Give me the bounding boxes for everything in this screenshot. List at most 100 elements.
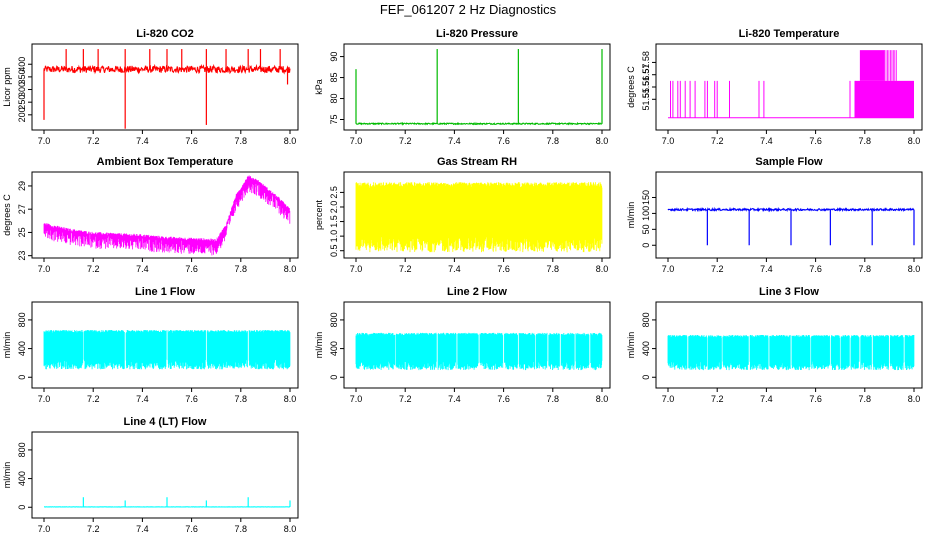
y-tick-label: 250 [17, 95, 27, 110]
plot-frame [31, 43, 299, 131]
panel-title: Line 4 (LT) Flow [124, 416, 207, 428]
mid-band [854, 80, 914, 118]
x-tick-label: 7.2 [711, 264, 724, 274]
x-tick-label: 7.8 [859, 264, 872, 274]
panel-title: Line 2 Flow [447, 286, 507, 298]
x-tick-label: 7.8 [859, 136, 872, 146]
chart-panel-8: Line 2 Flow ml/min 7.0 7.2 7.4 7.6 7.8 8.0 0 400 8… [314, 286, 611, 404]
chart-panel-9: Line 3 Flow ml/min 7.0 7.2 7.4 7.6 7.8 8.0 0 400 8… [626, 286, 923, 404]
x-tick-label: 7.6 [497, 264, 510, 274]
panel-title: Gas Stream RH [437, 156, 517, 168]
x-tick-label: 8.0 [908, 394, 921, 404]
plot-frame [343, 43, 611, 131]
y-tick-label: 100 [641, 206, 651, 221]
x-tick-label: 7.6 [497, 394, 510, 404]
y-tick-label: 75 [329, 115, 339, 125]
plot-frame [655, 301, 923, 389]
x-tick-label: 7.0 [662, 394, 675, 404]
plot-frame [655, 171, 923, 259]
y-axis-label: percent [314, 199, 324, 230]
chart-panel-1: Li-820 CO2 Licor ppm 7.0 7.2 7.4 7.6 7.8 8.0 200… [2, 28, 299, 146]
x-tick-label: 8.0 [284, 524, 297, 534]
y-tick-label: 50 [641, 224, 651, 234]
plot-frame [31, 431, 299, 519]
y-axis-label: ml/min [314, 332, 324, 359]
y-tick-label: 0.5 [329, 244, 339, 257]
figure-title: FEF_061207 2 Hz Diagnostics [379, 2, 557, 17]
series-line [43, 49, 291, 129]
y-tick-label: 27 [17, 204, 27, 214]
x-tick-label: 8.0 [596, 394, 609, 404]
x-tick-label: 7.2 [87, 136, 100, 146]
y-tick-label: 0 [17, 505, 27, 510]
series-line [43, 330, 291, 370]
y-tick-label: 51.57 [641, 63, 651, 86]
chart-panel-5: Gas Stream RH percent 7.0 7.2 7.4 7.6 7.8 8.0 0.… [314, 156, 611, 274]
y-tick-label: 0 [641, 243, 651, 248]
x-tick-label: 7.0 [38, 524, 51, 534]
y-axis-label: kPa [314, 79, 324, 95]
y-tick-label: 350 [17, 69, 27, 84]
x-tick-label: 7.6 [497, 136, 510, 146]
x-tick-label: 7.6 [809, 136, 822, 146]
y-tick-label: 1.0 [329, 230, 339, 243]
x-tick-label: 7.2 [711, 394, 724, 404]
chart-panel-10: Line 4 (LT) Flow ml/min 7.0 7.2 7.4 7.6 7.8 8.0… [2, 416, 299, 534]
x-tick-label: 7.4 [136, 264, 149, 274]
x-tick-label: 7.6 [185, 524, 198, 534]
x-tick-label: 7.0 [350, 264, 363, 274]
y-tick-label: 2.0 [329, 201, 339, 214]
x-tick-label: 7.8 [547, 264, 560, 274]
x-tick-label: 8.0 [908, 264, 921, 274]
y-tick-label: 23 [17, 251, 27, 261]
x-tick-label: 7.4 [448, 264, 461, 274]
y-tick-label: 800 [17, 312, 27, 327]
y-tick-label: 400 [17, 341, 27, 356]
y-tick-label: 1.5 [329, 215, 339, 228]
y-axis-label: degrees C [2, 194, 12, 236]
panel-title: Line 1 Flow [135, 286, 195, 298]
series-line [667, 335, 915, 371]
y-tick-label: 2.5 [329, 186, 339, 199]
series-line [43, 175, 291, 256]
x-tick-label: 7.4 [136, 136, 149, 146]
x-tick-label: 7.8 [235, 264, 248, 274]
y-axis-label: ml/min [626, 332, 636, 359]
x-tick-label: 7.4 [136, 394, 149, 404]
series-line [355, 49, 603, 126]
x-tick-label: 7.2 [87, 394, 100, 404]
x-tick-label: 7.8 [235, 136, 248, 146]
y-tick-label: 300 [17, 82, 27, 97]
x-tick-label: 7.0 [350, 394, 363, 404]
x-tick-label: 7.6 [809, 394, 822, 404]
x-tick-label: 7.4 [136, 524, 149, 534]
x-tick-label: 7.2 [711, 136, 724, 146]
x-tick-label: 7.2 [399, 394, 412, 404]
x-tick-label: 8.0 [284, 264, 297, 274]
x-tick-label: 7.8 [547, 394, 560, 404]
y-axis-label: ml/min [2, 332, 12, 359]
x-tick-label: 8.0 [284, 394, 297, 404]
y-tick-label: 29 [17, 181, 27, 191]
y-axis-label: degrees C [626, 66, 636, 108]
series-line [355, 182, 603, 253]
x-tick-label: 7.0 [38, 394, 51, 404]
y-tick-label: 200 [17, 107, 27, 122]
x-tick-label: 7.0 [662, 264, 675, 274]
x-tick-label: 7.8 [547, 136, 560, 146]
x-tick-label: 8.0 [284, 136, 297, 146]
y-tick-label: 800 [17, 442, 27, 457]
y-tick-label: 85 [329, 73, 339, 83]
y-tick-label: 51.55 [641, 88, 651, 111]
chart-panel-4: Ambient Box Temperature degrees C 7.0 7.2 7.… [2, 156, 299, 274]
x-tick-label: 7.0 [662, 136, 675, 146]
y-tick-label: 400 [641, 341, 651, 356]
x-tick-label: 7.6 [185, 136, 198, 146]
chart-panel-3: Li-820 Temperature degrees C 7.0 7.2 7.4 7.6 7… [626, 28, 923, 146]
series-line [355, 332, 603, 371]
x-tick-label: 7.2 [399, 136, 412, 146]
y-tick-label: 800 [329, 312, 339, 327]
high-band [859, 50, 885, 81]
